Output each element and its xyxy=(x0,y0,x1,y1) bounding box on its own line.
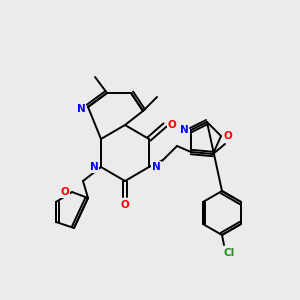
Text: O: O xyxy=(168,120,176,130)
Text: N: N xyxy=(76,104,85,114)
Text: O: O xyxy=(121,200,129,210)
Text: O: O xyxy=(61,187,69,197)
Text: O: O xyxy=(224,131,232,141)
Text: N: N xyxy=(180,125,188,135)
Text: N: N xyxy=(90,162,98,172)
Text: N: N xyxy=(152,162,160,172)
Text: Cl: Cl xyxy=(224,248,235,258)
